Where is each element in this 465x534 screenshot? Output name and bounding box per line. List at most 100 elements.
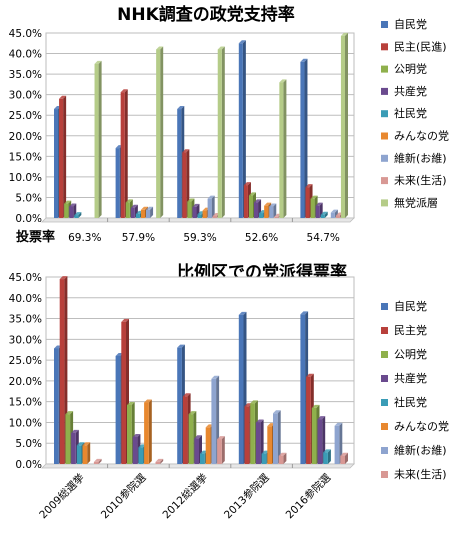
bar-top <box>69 203 77 207</box>
bar <box>146 209 151 218</box>
bar-side <box>277 410 281 464</box>
y-tick-label: 35.0% <box>9 69 42 81</box>
bar-top <box>340 452 348 456</box>
bar-top <box>76 442 85 446</box>
bar-top <box>305 184 313 188</box>
bar-top <box>140 206 148 210</box>
bar <box>311 407 317 464</box>
bar <box>274 216 279 218</box>
y-tick-label: 40.0% <box>9 49 42 61</box>
bar <box>135 213 140 218</box>
bar <box>127 404 132 464</box>
bar-top <box>323 449 331 453</box>
bar-top <box>144 399 152 403</box>
bar-top <box>311 404 320 408</box>
legend-label: 共産党 <box>394 372 427 385</box>
bar-top <box>250 400 258 404</box>
legend-label: 自民党 <box>394 18 427 31</box>
bar-top <box>71 429 79 433</box>
bar <box>65 414 71 464</box>
bar-side <box>283 79 287 218</box>
bar-top <box>82 442 91 446</box>
plot-floor <box>41 217 355 223</box>
legend-label: みんなの党 <box>394 420 449 433</box>
legend-label: 民主党 <box>394 324 427 337</box>
bar-side <box>339 422 343 464</box>
legend-swatch <box>381 43 388 51</box>
bar <box>250 403 255 464</box>
legend-swatch <box>381 351 388 358</box>
legend-swatch <box>381 471 388 478</box>
y-tick-label: 0.0% <box>15 459 42 471</box>
bar <box>340 35 345 218</box>
bar-top <box>156 46 164 50</box>
bar <box>74 215 79 218</box>
legend-label: 自民党 <box>394 300 427 313</box>
legend-label: 民主(民進) <box>394 40 447 53</box>
bar <box>120 92 125 218</box>
bar-top <box>127 401 135 405</box>
bar <box>144 402 149 464</box>
y-tick-label: 30.0% <box>9 334 42 346</box>
bar-top <box>217 46 225 50</box>
legend-label: みんなの党 <box>394 130 449 143</box>
y-tick-label: 25.0% <box>9 110 42 122</box>
y-tick-label: 5.0% <box>15 438 42 450</box>
bar-top <box>74 212 82 216</box>
legend-swatch <box>381 423 388 430</box>
bar <box>211 378 217 464</box>
bar-top <box>130 204 138 208</box>
bar-top <box>310 195 318 199</box>
bar <box>261 453 267 464</box>
y-tick-label: 45.0% <box>9 28 42 40</box>
bar <box>200 453 205 464</box>
bar <box>202 210 207 218</box>
turnout-value: 59.3% <box>183 232 216 244</box>
legend-swatch <box>381 327 388 334</box>
bar-top <box>217 436 225 440</box>
legend-swatch <box>381 65 388 73</box>
bar-side <box>211 195 215 218</box>
bar <box>59 279 65 464</box>
legend-label: 共産党 <box>394 85 427 98</box>
bar <box>254 202 259 218</box>
bar <box>317 419 323 464</box>
bar <box>94 63 99 219</box>
bar <box>335 215 340 218</box>
bar-top <box>254 199 262 203</box>
bar <box>244 406 250 464</box>
bar-top <box>120 89 128 93</box>
bar-top <box>192 203 200 207</box>
bar-side <box>148 399 152 464</box>
turnout-value: 69.3% <box>68 232 101 244</box>
bar-top <box>94 60 102 64</box>
bar-side <box>304 58 308 219</box>
bar-top <box>132 433 141 437</box>
bar <box>217 439 222 464</box>
legend-label: 未来(生活) <box>394 467 447 481</box>
legend-label: 維新(お維) <box>394 443 447 457</box>
bar <box>340 455 345 464</box>
bar <box>125 202 130 218</box>
bar-top <box>238 40 246 44</box>
bar <box>121 321 126 464</box>
bar-top <box>59 276 68 280</box>
bar <box>156 49 161 218</box>
bar <box>188 414 194 464</box>
bar <box>259 213 264 218</box>
bar <box>323 452 328 464</box>
bar <box>243 185 248 218</box>
bar-top <box>211 375 220 379</box>
bar <box>267 426 272 464</box>
bar-top <box>330 209 338 213</box>
legend-swatch <box>381 87 388 95</box>
y-tick-label: 15.0% <box>9 151 42 163</box>
bar <box>305 187 310 218</box>
bar <box>182 396 188 464</box>
bar-top <box>320 211 328 215</box>
bar-top <box>177 344 185 348</box>
bar-side <box>98 458 102 464</box>
bar-side <box>150 206 154 218</box>
chart-nhk-support-rates: NHK調査の政党支持率 0.0% 5.0% 10.0% 15.0% 20.0% 25.0% 3… <box>9 4 449 245</box>
bar <box>269 206 274 218</box>
